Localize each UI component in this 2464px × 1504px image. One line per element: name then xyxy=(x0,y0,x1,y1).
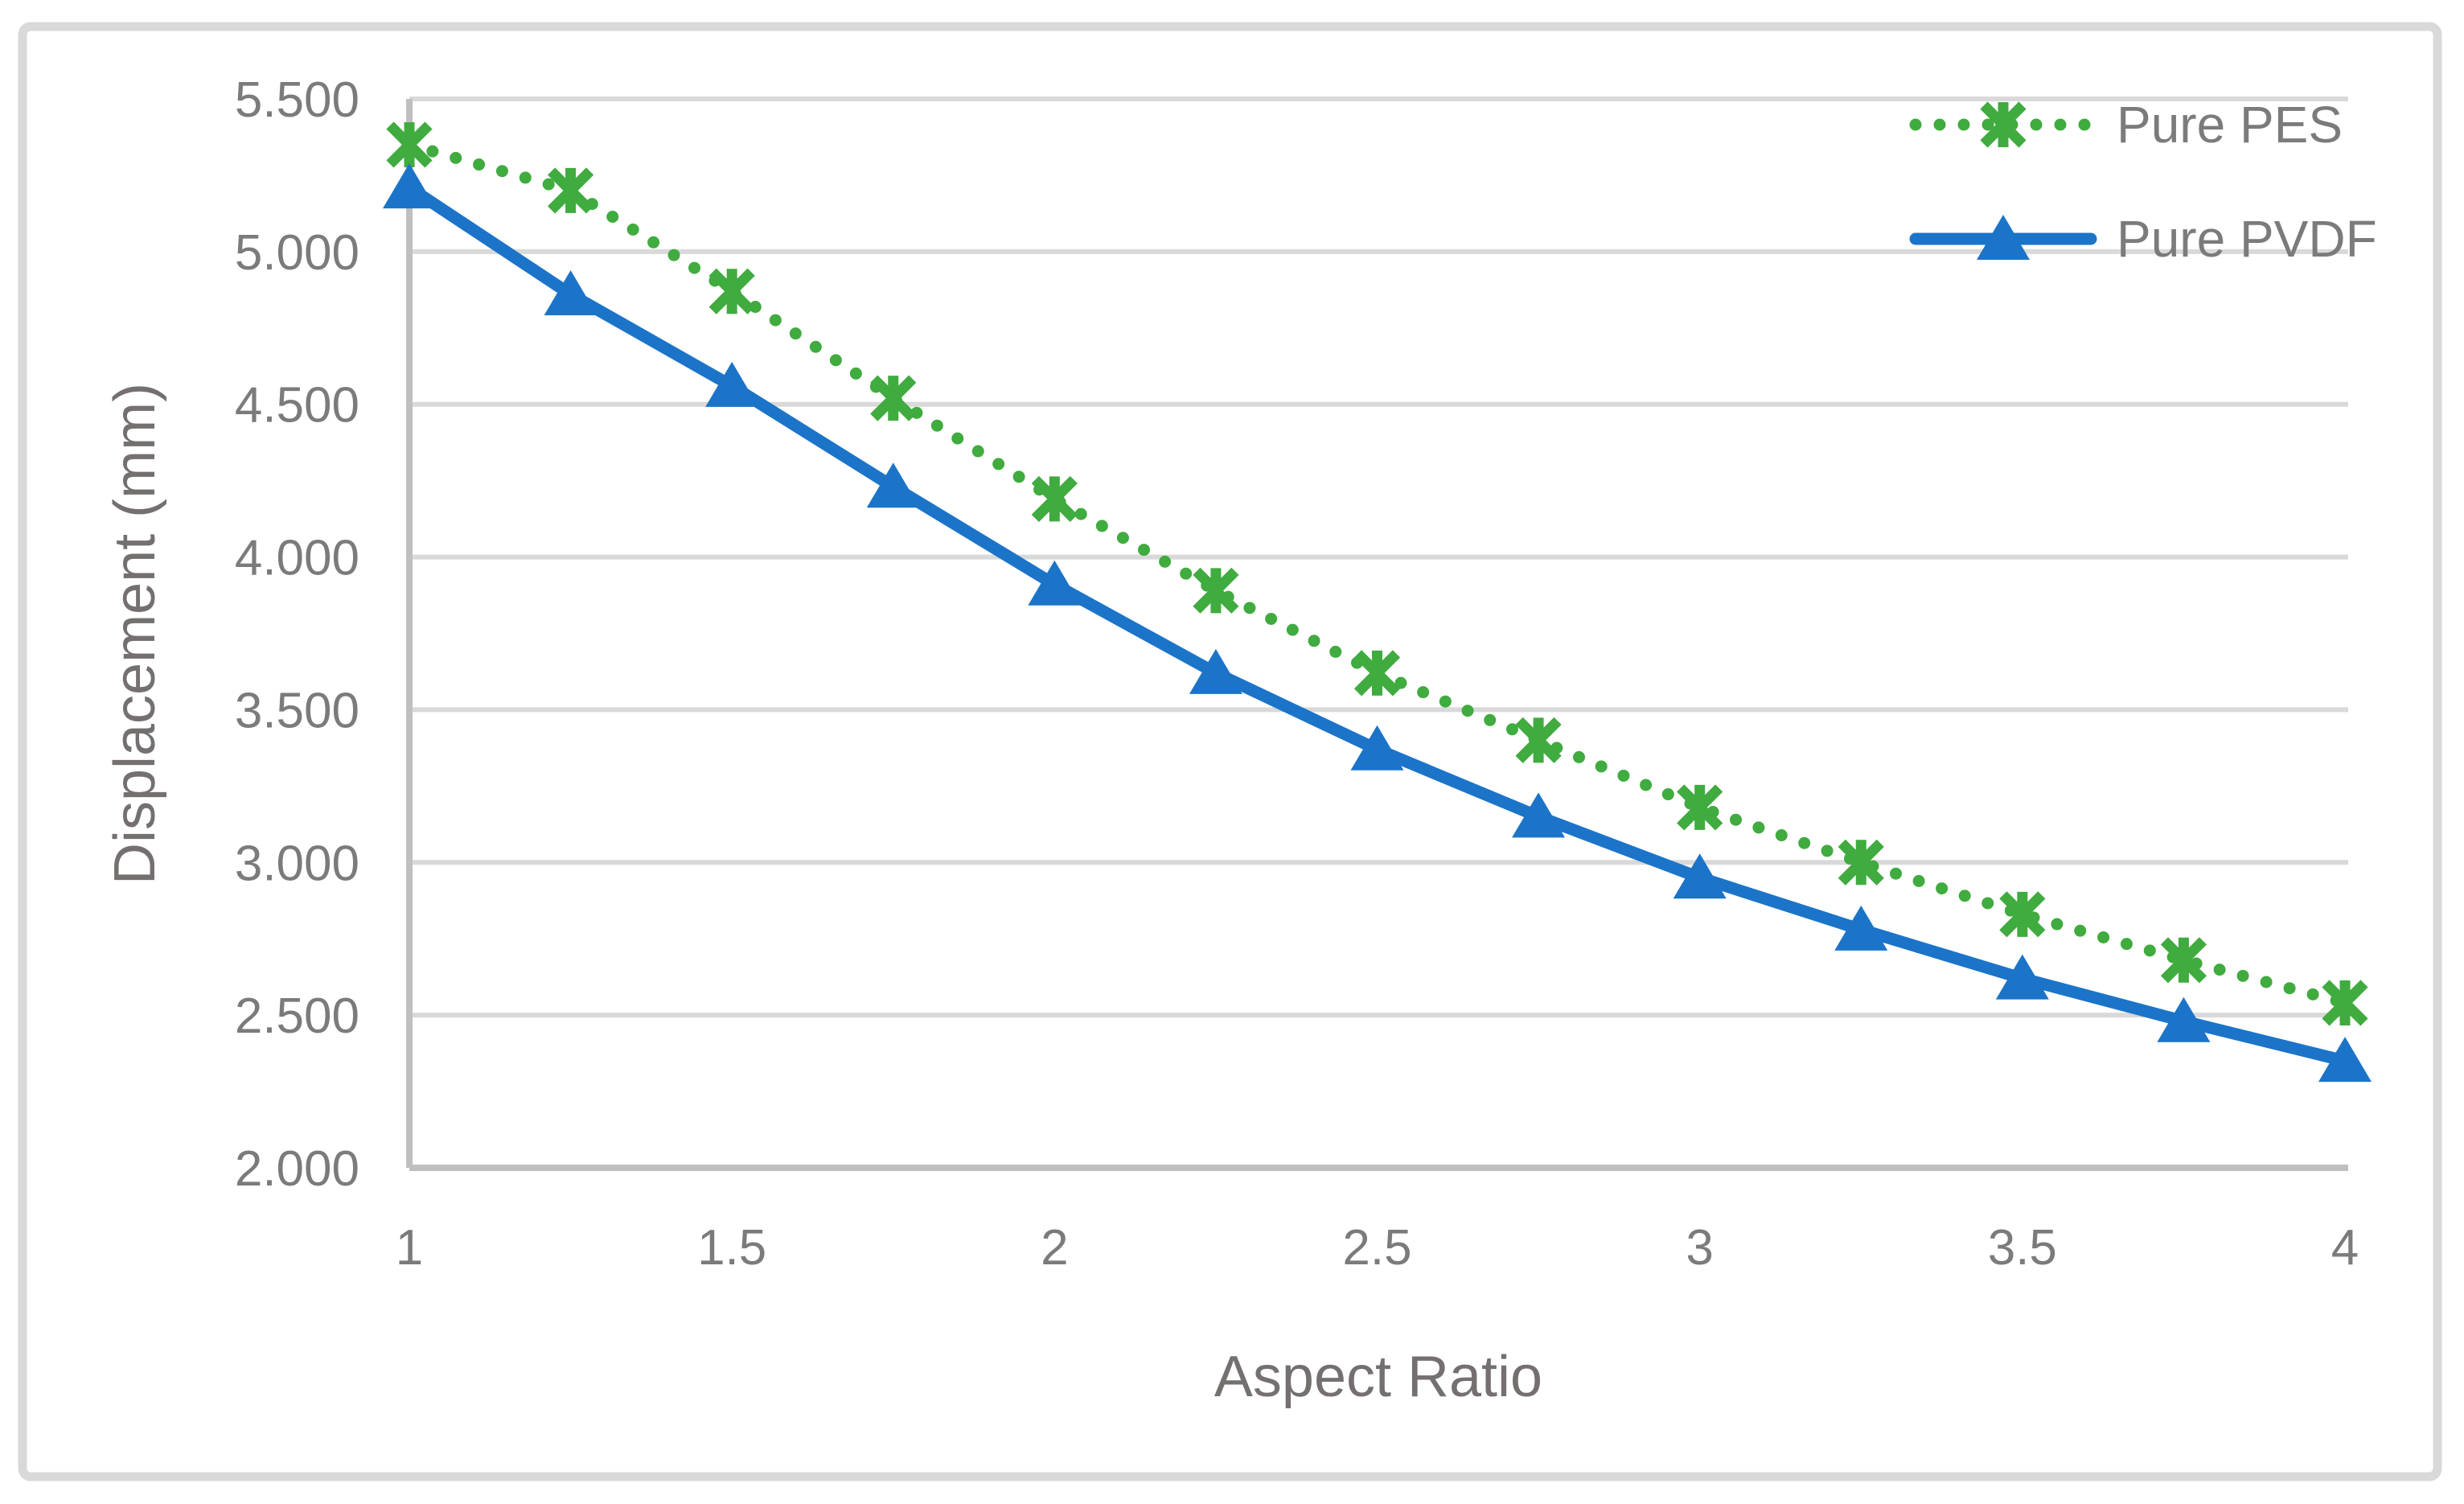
series-line-pure-pes xyxy=(403,138,2351,1009)
marker-pure-pvdf xyxy=(2318,1037,2372,1083)
marker-pure-pvdf xyxy=(1995,954,2049,1000)
chart-outer-border xyxy=(18,22,2442,1481)
marker-pure-pes xyxy=(2160,937,2207,984)
marker-pure-pes xyxy=(1838,839,1884,886)
y-tick-label: 4.500 xyxy=(235,378,359,434)
marker-pure-pvdf xyxy=(1834,905,1888,951)
legend-item-pure-pvdf: Pure PVDF xyxy=(1909,210,2377,268)
legend-marker-pure-pvdf xyxy=(1977,215,2030,260)
y-tick-label: 2.000 xyxy=(235,1141,359,1197)
x-tick-label: 1.5 xyxy=(697,1220,766,1276)
marker-pure-pvdf xyxy=(1189,648,1242,694)
marker-pure-pvdf xyxy=(866,462,920,508)
y-tick-label: 2.500 xyxy=(235,988,359,1044)
data-series xyxy=(383,121,2372,1083)
marker-pure-pes xyxy=(1193,567,1239,614)
y-tick-label: 5.000 xyxy=(235,225,359,281)
y-tick-label: 4.000 xyxy=(235,531,359,586)
marker-pure-pes xyxy=(386,121,433,168)
marker-pure-pvdf xyxy=(705,361,759,407)
marker-pure-pes xyxy=(547,167,594,214)
legend-item-pure-pes: Pure PES xyxy=(1909,96,2343,154)
marker-pure-pes xyxy=(1515,717,1562,763)
marker-pure-pvdf xyxy=(1673,853,1727,899)
marker-pure-pes xyxy=(1677,784,1723,831)
y-tick-label: 3.000 xyxy=(235,836,359,891)
x-tick-label: 4 xyxy=(2331,1220,2359,1276)
x-tick-label: 3 xyxy=(1686,1220,1713,1276)
x-axis-tick-labels: 1 1.5 2 2.5 3 3.5 4 xyxy=(396,1220,2359,1276)
marker-pure-pes xyxy=(1031,475,1078,523)
series-pure-pvdf xyxy=(383,163,2372,1083)
x-tick-label: 3.5 xyxy=(1988,1220,2057,1276)
x-tick-label: 2.5 xyxy=(1342,1220,1411,1276)
marker-pure-pvdf xyxy=(1028,560,1082,606)
marker-pure-pes xyxy=(1353,650,1401,697)
y-axis-tick-labels: 5.500 5.000 4.500 4.000 3.500 3.000 2.500 2.000 xyxy=(235,72,359,1197)
marker-pure-pvdf xyxy=(2157,997,2211,1042)
marker-pure-pes xyxy=(1999,891,2046,938)
legend-marker-pure-pes xyxy=(1980,101,2027,148)
series-pure-pes xyxy=(386,121,2368,1026)
x-tick-label: 2 xyxy=(1041,1220,1068,1276)
y-axis-title: Displacement (mm) xyxy=(103,383,167,885)
legend-label-pure-pes: Pure PES xyxy=(2117,96,2343,154)
marker-pure-pes xyxy=(2322,980,2368,1026)
axis-lines xyxy=(406,99,2348,1171)
gridlines xyxy=(409,97,2348,1018)
legend-label-pure-pvdf: Pure PVDF xyxy=(2117,210,2377,268)
y-tick-label: 3.500 xyxy=(235,683,359,738)
legend: Pure PES Pure PVDF xyxy=(1909,96,2377,268)
marker-pure-pes xyxy=(870,375,917,421)
marker-pure-pes xyxy=(708,268,755,314)
series-line-pure-pvdf xyxy=(405,182,2347,1067)
marker-pure-pvdf xyxy=(1512,792,1566,838)
marker-pure-pvdf xyxy=(544,270,598,316)
y-tick-label: 5.500 xyxy=(235,72,359,128)
marker-pure-pvdf xyxy=(1350,725,1404,770)
x-axis-title: Aspect Ratio xyxy=(1214,1345,1542,1409)
x-tick-label: 1 xyxy=(396,1220,423,1276)
marker-pure-pvdf xyxy=(383,163,436,209)
